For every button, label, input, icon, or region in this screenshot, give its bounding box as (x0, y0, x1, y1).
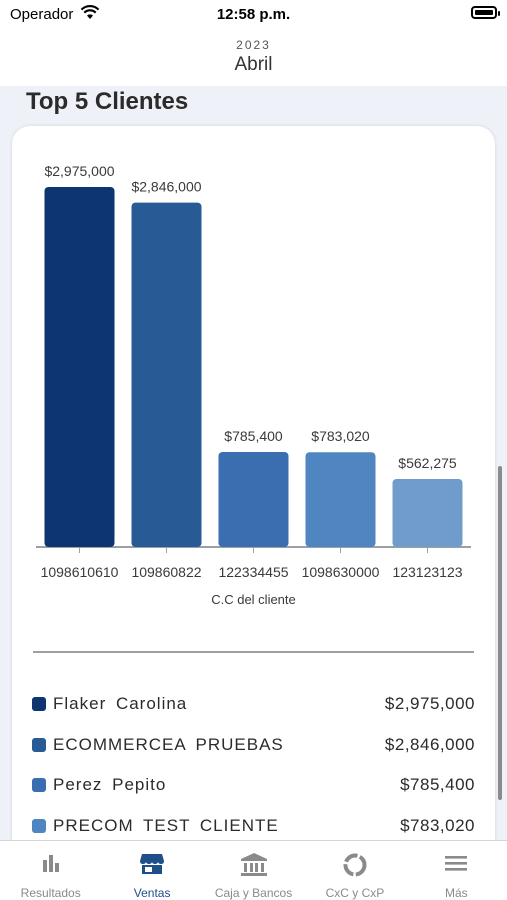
legend-client-value: $2,846,000 (384, 734, 475, 754)
wifi-icon (80, 4, 100, 25)
bar-5 (392, 478, 463, 547)
x-axis-title: C.C del cliente (211, 592, 296, 607)
bar-1 (44, 187, 115, 547)
top-clients-bar-chart: $2,975,000 1098610610 $2,846,000 109860822 $… (36, 163, 471, 607)
legend-item: ECOMMERCEA PRUEBAS $2,846,000 (32, 725, 475, 766)
status-bar: Operador 12:58 p.m. (0, 0, 507, 30)
period-month: Abril (234, 54, 273, 75)
tab-más[interactable]: Más (406, 841, 507, 900)
scrollbar[interactable] (498, 466, 502, 800)
legend-swatch (32, 818, 46, 833)
battery-icon (471, 6, 500, 19)
bar-value-label: $783,020 (311, 428, 370, 444)
legend-client-name: ECOMMERCEA PRUEBAS (53, 734, 284, 754)
menu-icon (443, 852, 469, 879)
period-selector[interactable]: 2023 Abril (0, 30, 507, 86)
tab-resultados[interactable]: Resultados (0, 841, 101, 900)
legend-client-name: Flaker Carolina (53, 694, 188, 714)
bar-value-label: $2,975,000 (44, 163, 114, 179)
x-tick-label: 123123123 (392, 564, 462, 580)
legend-client-value: $2,975,000 (384, 694, 475, 714)
legend-client-value: $783,020 (400, 815, 475, 835)
bar-4 (305, 452, 376, 547)
tab-ventas[interactable]: Ventas (101, 841, 202, 900)
tab-label: Resultados (20, 886, 81, 900)
bar-value-label: $2,846,000 (131, 179, 201, 195)
bar-value-label: $562,275 (398, 455, 457, 471)
period-year: 2023 (236, 38, 271, 52)
bar-chart-icon (38, 852, 64, 879)
tab-label: Ventas (133, 886, 171, 900)
legend-item: Perez Pepito $785,400 (32, 765, 475, 806)
tab-cxc-y-cxp[interactable]: CxC y CxP (304, 841, 405, 900)
x-tick-label: 109860822 (131, 564, 201, 580)
legend-client-value: $785,400 (400, 775, 475, 795)
legend-swatch (32, 778, 46, 793)
legend-swatch (32, 737, 46, 752)
legend-item: PRECOM TEST CLIENTE $783,020 (32, 806, 475, 847)
x-tick-label: 1098610610 (41, 564, 119, 580)
bar-value-label: $785,400 (224, 428, 283, 444)
bar-3 (218, 451, 289, 547)
tab-label: Caja y Bancos (214, 886, 293, 900)
chart-divider (33, 651, 474, 653)
section-title: Top 5 Clientes (26, 88, 189, 115)
legend-client-name: PRECOM TEST CLIENTE (53, 815, 279, 835)
tab-label: CxC y CxP (325, 886, 385, 900)
donut-icon (342, 852, 368, 883)
clock: 12:58 p.m. (216, 6, 291, 23)
legend-item: Flaker Carolina $2,975,000 (32, 684, 475, 725)
clients-legend: Flaker Carolina $2,975,000 ECOMMERCEA PRUE… (32, 684, 475, 846)
tab-label: Más (444, 886, 468, 900)
top-clients-card: $2,975,000 1098610610 $2,846,000 109860822 $… (12, 126, 495, 886)
tab-caja-y-bancos[interactable]: Caja y Bancos (203, 841, 304, 900)
bank-icon (240, 852, 268, 883)
bar-2 (131, 202, 202, 547)
carrier-label: Operador (10, 6, 74, 23)
bottom-tab-bar: Resultados Ventas Caja y Bancos CxC y CxP Má… (0, 840, 507, 900)
x-tick-label: 1098630000 (302, 564, 380, 580)
legend-swatch (32, 697, 46, 712)
store-icon (139, 852, 165, 881)
x-tick-label: 122334455 (218, 564, 288, 580)
legend-client-name: Perez Pepito (53, 775, 167, 795)
